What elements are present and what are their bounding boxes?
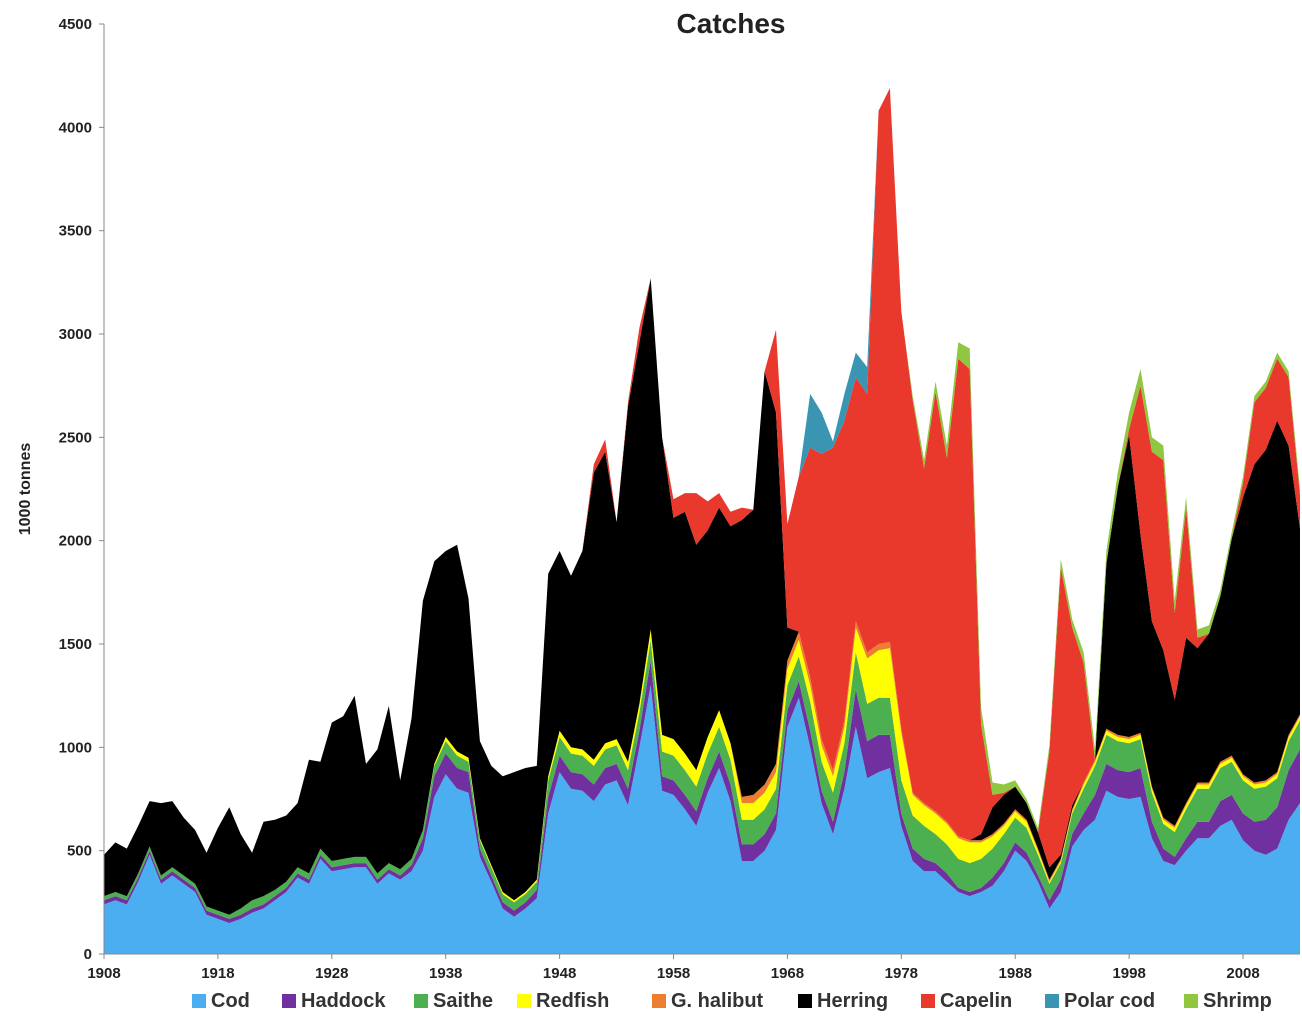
legend-swatch: [517, 994, 531, 1008]
area-saithe: [104, 639, 1300, 919]
x-tick-label: 1938: [429, 965, 462, 982]
legend-swatch: [282, 994, 296, 1008]
y-tick-label: 500: [67, 843, 92, 860]
legend-item-saithe: Saithe: [414, 990, 493, 1012]
legend-label: Polar cod: [1064, 990, 1155, 1012]
x-tick-label: 1928: [315, 965, 348, 982]
legend-label: Shrimp: [1203, 990, 1272, 1012]
x-tick-label: 2008: [1226, 965, 1259, 982]
legend: Cod Haddock Saithe Redfish G. halibut Herring…: [192, 990, 1272, 1012]
legend-label: Herring: [817, 990, 888, 1012]
axes: 0 500 1000 1500 2000 2500 3000 3500 4000 4500 1908…: [59, 16, 1300, 982]
legend-item-g-halibut: G. halibut: [652, 990, 764, 1012]
area-herring: [104, 278, 1300, 915]
y-tick-label: 3500: [59, 223, 92, 240]
legend-item-cod: Cod: [192, 990, 250, 1012]
x-tick-label: 1918: [201, 965, 234, 982]
y-axis-label: 1000 tonnes: [17, 443, 34, 536]
x-tick-label: 1958: [657, 965, 690, 982]
legend-swatch: [192, 994, 206, 1008]
y-tick-label: 3000: [59, 326, 92, 343]
series-areas: [104, 88, 1300, 954]
legend-label: Capelin: [940, 990, 1012, 1012]
x-tick-label: 1908: [87, 965, 120, 982]
legend-swatch: [652, 994, 666, 1008]
y-tick-label: 1500: [59, 636, 92, 653]
y-tick-label: 4500: [59, 16, 92, 33]
y-tick-label: 0: [84, 946, 92, 963]
legend-item-polar-cod: Polar cod: [1045, 990, 1155, 1012]
y-tick-label: 2500: [59, 429, 92, 446]
legend-swatch: [1045, 994, 1059, 1008]
chart-title: Catches: [677, 8, 786, 39]
x-tick-label: 1988: [999, 965, 1032, 982]
legend-swatch: [414, 994, 428, 1008]
legend-item-capelin: Capelin: [921, 990, 1012, 1012]
legend-item-herring: Herring: [798, 990, 888, 1012]
legend-swatch: [921, 994, 935, 1008]
x-tick-label: 1978: [885, 965, 918, 982]
y-tick-label: 4000: [59, 119, 92, 136]
area-cod: [104, 685, 1300, 954]
legend-swatch: [798, 994, 812, 1008]
x-tick-label: 1948: [543, 965, 576, 982]
legend-label: Saithe: [433, 990, 493, 1012]
legend-label: Haddock: [301, 990, 386, 1012]
y-tick-label: 1000: [59, 739, 92, 756]
x-tick-label: 1998: [1112, 965, 1145, 982]
y-tick-label: 2000: [59, 533, 92, 550]
legend-item-shrimp: Shrimp: [1184, 990, 1272, 1012]
legend-item-haddock: Haddock: [282, 990, 386, 1012]
legend-swatch: [1184, 994, 1198, 1008]
legend-label: Cod: [211, 990, 250, 1012]
legend-label: G. halibut: [671, 990, 764, 1012]
x-tick-label: 1968: [771, 965, 804, 982]
legend-label: Redfish: [536, 990, 609, 1012]
legend-item-redfish: Redfish: [517, 990, 609, 1012]
